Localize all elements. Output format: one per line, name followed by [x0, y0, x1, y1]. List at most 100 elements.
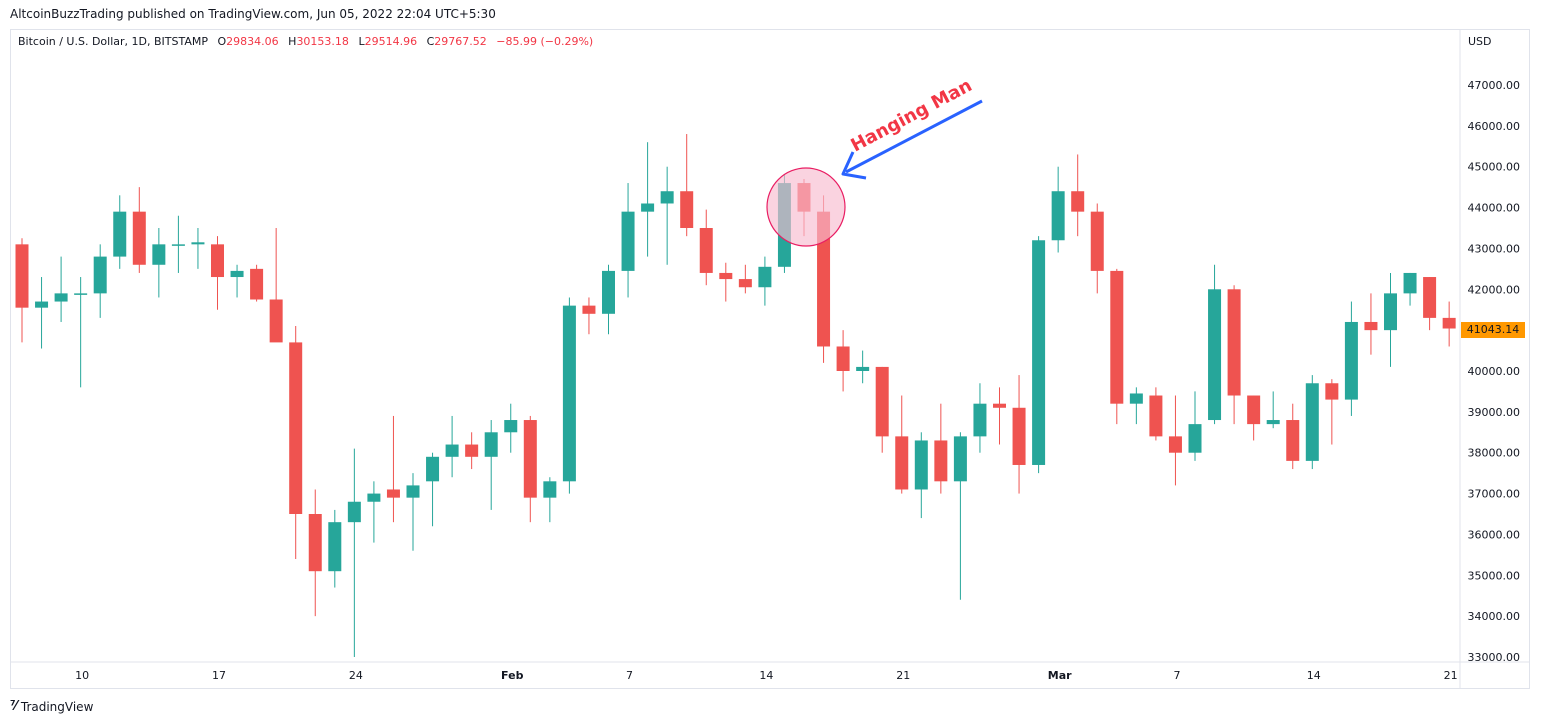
candle-body [1071, 191, 1085, 212]
candle-body [191, 242, 205, 245]
time-tick-label: 14 [1307, 669, 1321, 682]
price-tick-label: 37000.00 [1468, 488, 1521, 501]
candle-body [1208, 289, 1222, 421]
candle-body [914, 440, 928, 490]
candle-body [934, 440, 948, 482]
candle-body [308, 514, 322, 572]
candle-body [1188, 424, 1202, 453]
time-tick-label: 7 [1173, 669, 1180, 682]
highlight-circle [766, 167, 846, 247]
candle-body [1266, 420, 1280, 425]
time-tick-label: 14 [759, 669, 773, 682]
time-tick-label: 24 [349, 669, 363, 682]
candle-body [1110, 270, 1124, 404]
candle-body [1344, 321, 1358, 400]
time-tick-label: Feb [501, 669, 524, 682]
candle-body [836, 346, 850, 371]
currency-label: USD [1468, 35, 1492, 48]
close-label: C [426, 35, 435, 48]
candle-body [504, 420, 518, 433]
candle-body [426, 456, 440, 482]
candle-body [367, 493, 381, 502]
time-tick-label: 21 [896, 669, 910, 682]
candle-body [543, 481, 557, 498]
candle-body [1227, 289, 1241, 396]
candle-body [465, 444, 479, 457]
candle-body [1247, 395, 1261, 425]
tradingview-logo-icon: ⁷⁄ [10, 699, 17, 714]
candle-body [660, 191, 674, 204]
tradingview-brand[interactable]: ⁷⁄ TradingView [10, 699, 93, 714]
high-value: 30153.18 [296, 35, 349, 48]
candle-body [1364, 321, 1378, 331]
price-tick-label: 38000.00 [1468, 447, 1521, 460]
candle-body [1442, 317, 1456, 329]
annotation-arrow-line [845, 99, 983, 174]
candle-body [113, 211, 127, 257]
candle-body [1129, 393, 1143, 404]
last-price-tag: 41043.14 [1461, 322, 1525, 338]
publisher-line: AltcoinBuzzTrading published on TradingV… [10, 7, 496, 21]
low-value: 29514.96 [364, 35, 418, 48]
annotation-arrow-head [841, 151, 867, 180]
candle-body [582, 305, 596, 314]
candles-layer [15, 134, 1456, 657]
candle-body [289, 342, 303, 514]
time-tick-label: 21 [1444, 669, 1458, 682]
candle-body [1012, 407, 1026, 465]
price-tick-label: 45000.00 [1468, 161, 1521, 174]
time-tick-label: Mar [1048, 669, 1072, 682]
price-tick-label: 40000.00 [1468, 365, 1521, 378]
candle-body [171, 244, 185, 246]
candle-body [641, 203, 655, 212]
candle-body [621, 211, 635, 271]
low-label: L [358, 35, 365, 48]
candle-body [230, 270, 244, 278]
candle-body [132, 211, 146, 265]
candle-body [1051, 191, 1065, 241]
price-tick-label: 39000.00 [1468, 406, 1521, 419]
close-value: 29767.52 [434, 35, 487, 48]
candle-body [74, 293, 88, 295]
candle-body [680, 191, 694, 228]
candle-body [993, 403, 1006, 408]
candle-body [817, 211, 831, 347]
candle-body [484, 432, 498, 457]
candle-body [875, 366, 889, 437]
candle-body [328, 522, 342, 572]
candle-body [1403, 272, 1417, 294]
high-label: H [288, 35, 297, 48]
price-tick-label: 46000.00 [1468, 120, 1521, 133]
candle-body [211, 244, 224, 278]
candle-body [93, 256, 107, 294]
price-tick-label: 42000.00 [1468, 283, 1521, 296]
price-tick-label: 34000.00 [1468, 610, 1521, 623]
time-tick-label: 17 [212, 669, 226, 682]
candle-body [895, 436, 909, 490]
candle-body [523, 420, 537, 498]
candle-body [856, 366, 870, 371]
candle-body [953, 436, 967, 482]
candle-body [15, 244, 29, 308]
candle-body [54, 293, 68, 302]
candle-body [738, 279, 752, 288]
price-tick-label: 36000.00 [1468, 528, 1521, 541]
symbol-title: Bitcoin / U.S. Dollar, 1D, BITSTAMP [18, 35, 208, 48]
candle-body [1305, 383, 1319, 461]
open-value: 29834.06 [226, 35, 279, 48]
candle-body [602, 270, 615, 314]
hanging-man-annotation: Hanging Man [766, 75, 983, 247]
candle-body [35, 301, 49, 308]
candle-body [1032, 240, 1046, 465]
candle-body [152, 244, 166, 265]
candle-body [758, 266, 772, 288]
change-value: −85.99 (−0.29%) [496, 35, 594, 48]
price-tick-label: 44000.00 [1468, 202, 1521, 215]
candle-body [269, 299, 283, 343]
brand-name: TradingView [20, 699, 94, 714]
candle-body [1286, 420, 1300, 461]
price-tick-label: 33000.00 [1468, 651, 1521, 664]
candle-body [445, 444, 459, 457]
candle-body [562, 305, 576, 482]
